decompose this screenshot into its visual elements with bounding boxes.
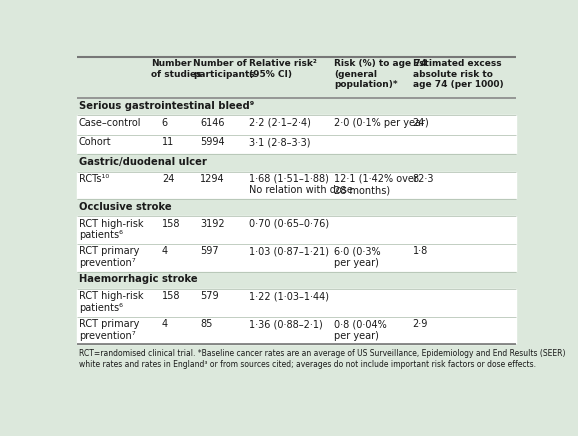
Text: RCT primary
prevention⁷: RCT primary prevention⁷ [79, 246, 139, 268]
Text: 2·9: 2·9 [413, 319, 428, 329]
Text: 1294: 1294 [200, 174, 224, 184]
Text: Occlusive stroke: Occlusive stroke [79, 201, 172, 211]
Text: 2·2 (2·1–2·4): 2·2 (2·1–2·4) [249, 118, 311, 128]
Text: 4: 4 [162, 246, 168, 256]
Text: RCT primary
prevention⁷: RCT primary prevention⁷ [79, 319, 139, 341]
Text: 6146: 6146 [200, 118, 224, 128]
Text: 5994: 5994 [200, 137, 224, 147]
Text: 158: 158 [162, 291, 180, 301]
Text: Estimated excess
absolute risk to
age 74 (per 1000): Estimated excess absolute risk to age 74… [413, 59, 503, 89]
Text: RCT high-risk
patients⁶: RCT high-risk patients⁶ [79, 219, 143, 240]
Bar [77, 244, 516, 272]
Text: 24: 24 [413, 118, 425, 128]
Bar [77, 58, 516, 98]
Bar [77, 216, 516, 244]
Bar [77, 272, 516, 289]
Text: 11: 11 [162, 137, 174, 147]
Text: Relative risk²
(95% CI): Relative risk² (95% CI) [249, 59, 317, 79]
Text: Number of
participants: Number of participants [193, 59, 255, 79]
Text: 1·03 (0·87–1·21): 1·03 (0·87–1·21) [249, 246, 329, 256]
Bar [77, 317, 516, 344]
Text: 597: 597 [200, 246, 218, 256]
Text: 4: 4 [162, 319, 168, 329]
Text: 1·68 (1·51–1·88)
No relation with dose: 1·68 (1·51–1·88) No relation with dose [249, 174, 353, 195]
Text: Cohort: Cohort [79, 137, 112, 147]
Text: RCTs¹⁰: RCTs¹⁰ [79, 174, 109, 184]
Text: Case–control: Case–control [79, 118, 142, 128]
Text: 85: 85 [200, 319, 212, 329]
Text: 6: 6 [162, 118, 168, 128]
Text: Serious gastrointestinal bleed⁹: Serious gastrointestinal bleed⁹ [79, 101, 254, 111]
Bar [77, 171, 516, 199]
Bar [77, 135, 516, 154]
Text: 82·3: 82·3 [413, 174, 434, 184]
Text: 0·70 (0·65–0·76): 0·70 (0·65–0·76) [249, 219, 329, 229]
Text: 3·1 (2·8–3·3): 3·1 (2·8–3·3) [249, 137, 311, 147]
Text: 0·8 (0·04%
per year): 0·8 (0·04% per year) [334, 319, 387, 341]
Text: Number
of studies: Number of studies [151, 59, 201, 79]
Text: 579: 579 [200, 291, 218, 301]
Text: 1·36 (0·88–2·1): 1·36 (0·88–2·1) [249, 319, 323, 329]
Text: 1·22 (1·03–1·44): 1·22 (1·03–1·44) [249, 291, 329, 301]
Bar [77, 116, 516, 135]
Text: RCT=randomised clinical trial. *Baseline cancer rates are an average of US Surve: RCT=randomised clinical trial. *Baseline… [79, 349, 565, 369]
Bar [77, 289, 516, 317]
Text: 6·0 (0·3%
per year): 6·0 (0·3% per year) [334, 246, 381, 268]
Bar [77, 98, 516, 116]
Text: Risk (%) to age 74
(general
population)*: Risk (%) to age 74 (general population)* [334, 59, 427, 89]
Text: RCT high-risk
patients⁶: RCT high-risk patients⁶ [79, 291, 143, 313]
Text: 24: 24 [162, 174, 174, 184]
Text: 158: 158 [162, 219, 180, 229]
Text: 2·0 (0·1% per year): 2·0 (0·1% per year) [334, 118, 429, 128]
Text: Gastric/duodenal ulcer: Gastric/duodenal ulcer [79, 157, 207, 167]
Text: 3192: 3192 [200, 219, 224, 229]
Text: Haemorrhagic stroke: Haemorrhagic stroke [79, 274, 198, 284]
Bar [77, 199, 516, 216]
Bar [77, 154, 516, 171]
Text: 1·8: 1·8 [413, 246, 428, 256]
Text: 12·1 (1·42% over
28 months): 12·1 (1·42% over 28 months) [334, 174, 418, 195]
